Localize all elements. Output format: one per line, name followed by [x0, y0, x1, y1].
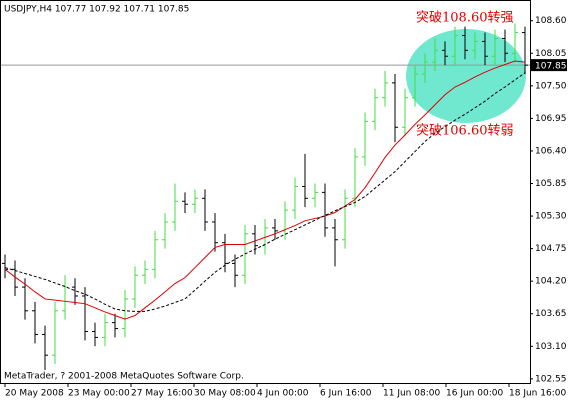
x-tick-label: 27 May 16:00	[131, 389, 193, 399]
y-tick-label: 104.75	[535, 244, 567, 254]
plot-layer	[0, 23, 530, 370]
price-label: 107.85	[535, 62, 567, 72]
y-tick-label: 108.05	[535, 49, 567, 59]
y-tick-label: 106.95	[535, 114, 567, 124]
y-tick-label: 105.30	[535, 212, 567, 222]
annotation: 突破106.60转弱	[416, 123, 514, 139]
y-tick-label: 104.20	[535, 277, 567, 287]
x-tick-label: 6 Jun 16:00	[320, 389, 372, 399]
y-tick-label: 103.10	[535, 342, 567, 352]
x-tick-label: 18 Jun 16:00	[509, 389, 566, 399]
x-tick-label: 30 May 08:00	[194, 389, 256, 399]
y-tick-label: 108.60	[535, 16, 567, 26]
annotation: 突破108.60转强	[416, 10, 514, 26]
x-tick-label: 4 Jun 00:00	[257, 389, 309, 399]
x-tick-label: 23 May 00:00	[68, 389, 130, 399]
footer: MetaTrader, ? 2001-2008 MetaQuotes Softw…	[4, 372, 244, 382]
highlight-zone	[406, 29, 526, 123]
moving-average	[4, 72, 526, 312]
y-tick-label: 102.55	[535, 374, 567, 384]
y-tick-label: 103.65	[535, 309, 567, 319]
x-tick-label: 20 May 2008	[5, 389, 64, 399]
plot-frame	[0, 0, 531, 384]
price-box	[531, 59, 567, 72]
y-tick-label: 107.50	[535, 81, 567, 91]
chart-title: USDJPY,H4 107.77 107.92 107.71 107.85	[4, 5, 189, 15]
moving-average	[4, 60, 526, 320]
y-tick-label: 105.85	[535, 179, 567, 189]
y-tick-label: 106.40	[535, 146, 567, 156]
x-tick-label: 16 Jun 00:00	[446, 389, 503, 399]
x-tick-label: 11 Jun 08:00	[383, 389, 440, 399]
